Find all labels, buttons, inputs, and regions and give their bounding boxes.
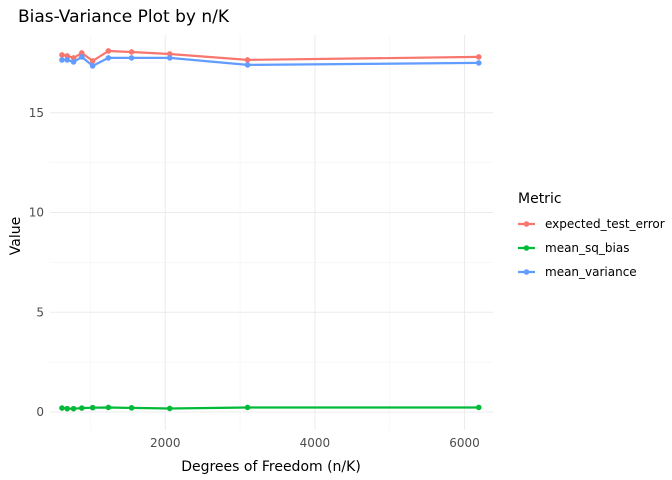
data-point xyxy=(64,57,71,63)
data-point xyxy=(105,55,112,61)
data-point xyxy=(128,55,135,61)
legend-label: mean_variance xyxy=(545,265,637,279)
data-point xyxy=(79,50,85,56)
legend-label: expected_test_error xyxy=(545,217,665,231)
x-tick-label: 4000 xyxy=(300,436,331,450)
x-axis-title: Degrees of Freedom (n/K) xyxy=(181,459,361,475)
data-point xyxy=(244,404,251,411)
x-tick-label: 2000 xyxy=(150,436,181,450)
series-line xyxy=(61,49,479,63)
data-point xyxy=(475,60,482,66)
data-point xyxy=(59,57,65,63)
data-point xyxy=(79,54,85,60)
legend-key-point xyxy=(523,245,530,251)
legend: Metric expected_test_error mean_sq_biasme… xyxy=(518,191,665,279)
y-tick-label: 5 xyxy=(36,305,44,319)
series-mean-variance xyxy=(59,54,482,69)
data-point xyxy=(166,55,173,61)
data-point xyxy=(70,405,77,412)
data-point xyxy=(128,405,135,411)
data-point xyxy=(79,405,85,411)
data-point xyxy=(244,57,251,63)
data-point xyxy=(64,53,71,59)
series-layer xyxy=(59,48,482,412)
series-line xyxy=(61,406,479,410)
legend-item-expected-test-error: expected_test_error xyxy=(518,217,665,231)
legend-key-point xyxy=(523,221,530,227)
data-point xyxy=(70,55,77,61)
data-point xyxy=(475,54,482,60)
data-point xyxy=(59,405,65,411)
series-expected-test-error xyxy=(59,48,482,64)
y-axis-title: Value xyxy=(8,217,24,255)
data-point xyxy=(70,59,77,65)
tick-labels: 2000 4000 6000 0 5 10 15 xyxy=(29,106,480,450)
data-point xyxy=(105,404,112,411)
data-point xyxy=(89,404,96,411)
data-point xyxy=(475,404,482,411)
legend-item-mean-variance: mean_variance xyxy=(518,265,637,279)
y-tick-label: 10 xyxy=(29,206,44,220)
data-point xyxy=(128,49,135,55)
legend-item-mean-sq-bias: mean_sq_bias xyxy=(518,241,629,255)
series-line xyxy=(62,55,479,68)
data-point xyxy=(89,63,96,69)
series-mean-sq-bias xyxy=(59,404,482,412)
grid-lines xyxy=(50,35,493,430)
data-point xyxy=(166,51,173,57)
data-point xyxy=(59,52,65,58)
legend-label: mean_sq_bias xyxy=(545,241,629,255)
data-point xyxy=(244,62,251,68)
data-point xyxy=(105,48,112,54)
legend-key-point xyxy=(523,269,530,275)
y-tick-label: 15 xyxy=(29,106,44,120)
y-tick-label: 0 xyxy=(36,405,44,419)
chart-title: Bias-Variance Plot by n/K xyxy=(18,7,230,27)
data-point xyxy=(89,58,96,64)
data-point xyxy=(166,405,173,412)
data-point xyxy=(64,405,71,412)
legend-title: Metric xyxy=(518,191,562,207)
x-tick-label: 6000 xyxy=(449,436,480,450)
